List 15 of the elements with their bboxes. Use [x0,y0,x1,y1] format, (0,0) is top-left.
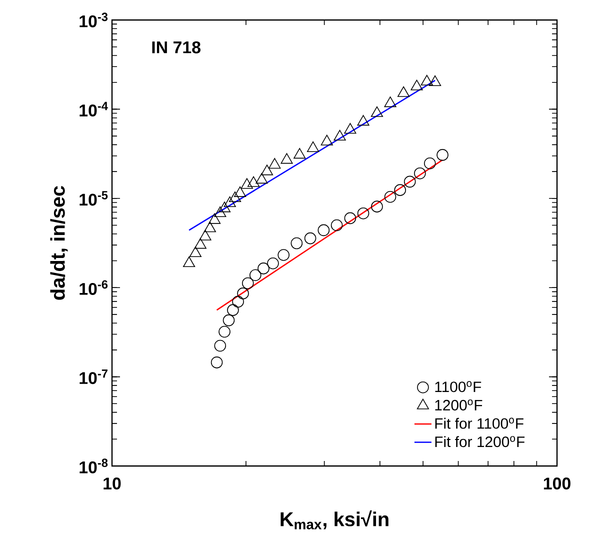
legend-label: 1200$^{o}$F [435,399,482,410]
y-tick-label: 10$^{-5}$ [80,191,108,206]
legend-label: Fit for 1100$^{o}$F [435,418,524,429]
legend-label: Fit for 1200$^{o}$F [435,436,525,448]
y-tick-label: 10$^{-3}$ [80,12,108,28]
x-tick-label: 10 [104,478,121,490]
annotation: IN 718 [152,41,200,54]
y-axis-title: da/dt, in/sec [50,186,68,300]
y-tick-label: 10$^{-8}$ [80,458,108,474]
y-tick-label: 10$^{-6}$ [80,280,108,295]
y-tick-label: 10$^{-4}$ [80,102,108,116]
legend-label: 1100$^{o}$F [435,381,482,392]
x-tick-label: 100 [544,478,570,490]
y-tick-label: 10$^{-7}$ [80,370,108,384]
x-axis-title: K$_{max}$, ksi√in [280,510,388,530]
